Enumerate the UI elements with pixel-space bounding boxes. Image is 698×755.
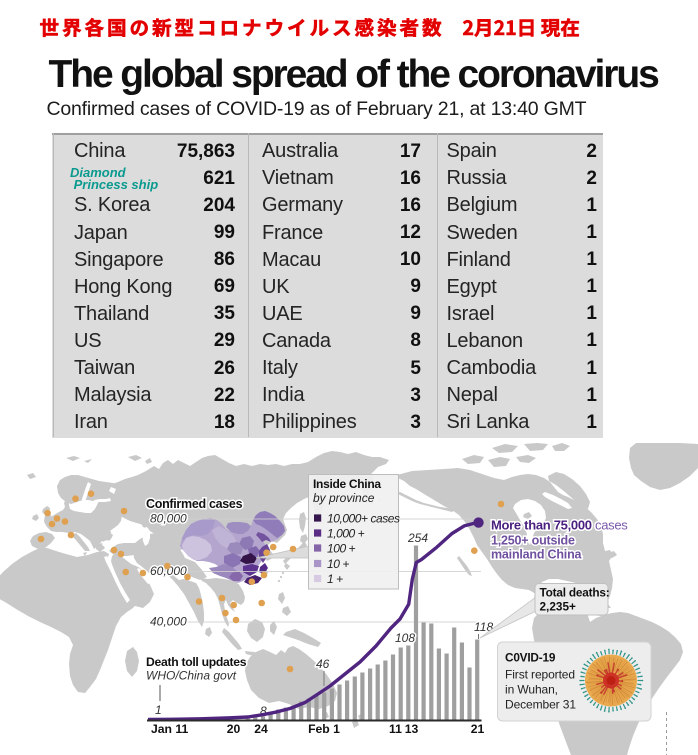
svg-text:10 +: 10 +	[327, 557, 349, 571]
svg-text:100 +: 100 +	[327, 541, 356, 555]
svg-text:11: 11	[389, 722, 402, 736]
svg-text:Death toll updates: Death toll updates	[146, 655, 247, 669]
svg-text:Confirmed cases: Confirmed cases	[146, 497, 243, 511]
svg-text:20: 20	[227, 722, 241, 736]
svg-text:More than 75,000 cases: More than 75,000 cases	[491, 518, 628, 533]
svg-text:1 +: 1 +	[327, 572, 343, 586]
svg-text:2,235+: 2,235+	[540, 600, 577, 614]
svg-text:WHO/China govt: WHO/China govt	[146, 669, 237, 683]
svg-text:60,000: 60,000	[150, 564, 187, 578]
svg-text:Total deaths:: Total deaths:	[540, 586, 610, 600]
svg-text:Jan 11: Jan 11	[151, 722, 188, 736]
svg-text:by province: by province	[313, 491, 375, 505]
svg-text:First reported: First reported	[505, 668, 575, 682]
svg-text:46: 46	[316, 657, 330, 671]
svg-text:1,250+ outside: 1,250+ outside	[491, 534, 575, 548]
svg-text:10,000+ cases: 10,000+ cases	[327, 511, 400, 525]
svg-text:254: 254	[407, 531, 428, 545]
svg-text:mainland China: mainland China	[491, 548, 583, 562]
svg-text:21: 21	[471, 722, 485, 736]
svg-text:1,000 +: 1,000 +	[327, 526, 365, 540]
svg-text:in Wuhan,: in Wuhan,	[505, 683, 558, 697]
svg-text:108: 108	[395, 631, 415, 645]
svg-text:40,000: 40,000	[150, 615, 187, 629]
svg-text:December 31: December 31	[505, 698, 576, 712]
svg-text:Feb 1: Feb 1	[308, 722, 340, 736]
svg-text:Inside China: Inside China	[313, 477, 381, 491]
svg-text:13: 13	[405, 722, 419, 736]
svg-text:C0VID-19: C0VID-19	[505, 651, 556, 665]
svg-text:24: 24	[254, 722, 268, 736]
svg-text:80,000: 80,000	[150, 512, 187, 526]
svg-text:1: 1	[155, 703, 162, 717]
svg-text:8: 8	[260, 704, 267, 718]
